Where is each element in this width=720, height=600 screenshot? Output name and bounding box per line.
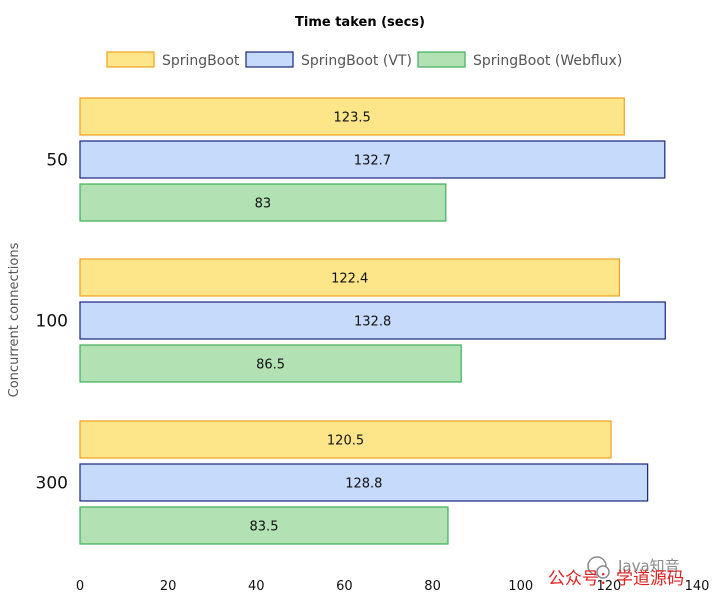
bar-value-label: 132.7 — [354, 154, 391, 169]
legend-label-1: SpringBoot (VT) — [301, 53, 412, 69]
legend-label-2: SpringBoot (Webflux) — [473, 53, 622, 69]
x-tick-label: 100 — [508, 579, 533, 594]
legend-swatch-2 — [417, 51, 466, 68]
bar-value-label: 83.5 — [250, 520, 279, 535]
x-tick-label: 80 — [424, 579, 441, 594]
x-tick-label: 140 — [685, 579, 710, 594]
watermark-line2: 公众号：学道源码 — [548, 569, 684, 589]
bar-value-label: 86.5 — [256, 358, 285, 373]
bar-value-label: 128.8 — [345, 477, 382, 492]
x-tick-label: 40 — [248, 579, 265, 594]
x-tick-label: 60 — [336, 579, 353, 594]
bar-value-label: 120.5 — [327, 434, 364, 449]
bar-300-1 — [79, 463, 649, 502]
bar-value-label: 83 — [255, 197, 272, 212]
y-axis-title: Concurrent connections — [7, 242, 22, 397]
watermark: Java知音 公众号：学道源码 — [548, 556, 684, 589]
category-label-100: 100 — [36, 312, 68, 332]
bar-50-2 — [79, 183, 447, 222]
legend-swatch-1 — [245, 51, 294, 68]
watermark-line1: Java知音 — [617, 557, 680, 575]
x-tick-label: 0 — [76, 579, 84, 594]
bar-value-label: 123.5 — [334, 111, 371, 126]
category-label-50: 50 — [46, 151, 68, 171]
category-label-300: 300 — [36, 474, 68, 494]
legend-swatch-0 — [106, 51, 155, 68]
bars: 123.5 132.7 83 122.4 132.8 86.5 120.5 128.8 83.5 — [79, 97, 666, 545]
legend: SpringBoot SpringBoot (VT) SpringBoot (Web… — [106, 51, 622, 69]
bar-50-1 — [79, 140, 666, 179]
category-labels: 50 100 300 — [36, 151, 68, 494]
bar-300-0 — [79, 420, 612, 459]
x-tick-label: 20 — [160, 579, 177, 594]
x-axis-ticks: 0 20 40 60 80 100 120 140 — [76, 579, 710, 594]
x-tick-label: 120 — [596, 579, 621, 594]
bar-50-0 — [79, 97, 625, 136]
bar-value-label: 122.4 — [331, 272, 368, 287]
bar-100-0 — [79, 258, 621, 297]
bar-300-2 — [79, 506, 449, 545]
bar-100-1 — [79, 301, 666, 340]
wechat-icon-dot — [596, 565, 610, 579]
bar-100-2 — [79, 344, 462, 383]
legend-label-0: SpringBoot — [162, 53, 240, 69]
chart-title: Time taken (secs) — [295, 15, 425, 30]
bar-value-label: 132.8 — [354, 315, 391, 330]
